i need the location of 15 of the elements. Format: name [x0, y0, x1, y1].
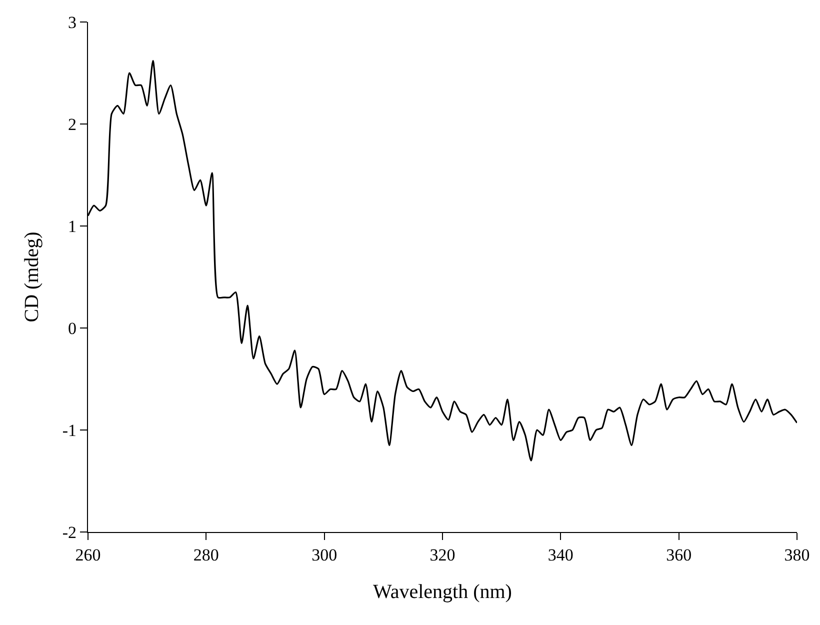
x-tick-label: 300 — [312, 546, 338, 564]
x-tick-label: 280 — [193, 546, 219, 564]
x-tick-label: 260 — [75, 546, 101, 564]
y-axis-title: CD (mdeg) — [20, 232, 43, 322]
y-tick-label: -1 — [62, 420, 76, 440]
y-tick-label: 3 — [68, 12, 76, 32]
x-axis-title: Wavelength (nm) — [373, 581, 512, 603]
y-tick-label: 2 — [68, 114, 76, 134]
y-tick-label: -2 — [62, 522, 76, 542]
x-tick-label: 320 — [430, 546, 456, 564]
x-tick-label: 360 — [666, 546, 692, 564]
y-tick-label: 1 — [68, 216, 76, 236]
x-tick-label: 340 — [548, 546, 574, 564]
y-tick-label: 0 — [68, 318, 76, 338]
x-tick-label: 380 — [784, 546, 810, 564]
